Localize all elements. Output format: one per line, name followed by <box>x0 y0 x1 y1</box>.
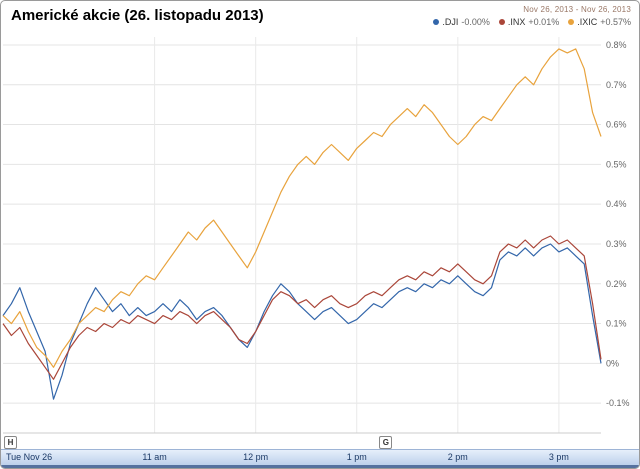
window-bottom-edge <box>1 465 639 468</box>
series-line-dji <box>2 243 602 400</box>
chart-meta: Nov 26, 2013 - Nov 26, 2013 .DJI -0.00% .I… <box>433 5 631 27</box>
legend-dot-icon <box>433 19 440 25</box>
intraday-chart[interactable]: -0.1% 0% 0.1% 0.2% 0.3% 0.4% 0.5% 0.6% 0.7% 0.8% <box>1 1 640 445</box>
timeline-bar[interactable]: Tue Nov 26 11 am 12 pm 1 pm 2 pm 3 pm <box>1 449 639 465</box>
legend-change: -0.00% <box>461 17 490 27</box>
event-flag-h[interactable]: H <box>4 436 17 449</box>
legend-symbol: .INX <box>507 17 526 27</box>
y-axis-label: 0.7% <box>606 80 627 90</box>
legend-dot-icon <box>498 19 505 25</box>
x-axis-label-1pm: 1 pm <box>346 452 367 462</box>
page-title: Americké akcie (26. listopadu 2013) <box>11 7 264 24</box>
legend-change: +0.57% <box>600 17 631 27</box>
x-axis-label-11am: 11 am <box>142 452 167 462</box>
y-axis-label: 0.2% <box>606 279 627 289</box>
legend-symbol: .DJI <box>442 17 459 27</box>
legend: .DJI -0.00% .INX +0.01% .IXIC +0.57% <box>433 17 631 27</box>
y-axis-label: 0.3% <box>606 239 627 249</box>
series-line-ixic <box>2 48 602 368</box>
event-flag-g[interactable]: G <box>379 436 393 449</box>
x-axis-label-12pm: 12 pm <box>243 452 269 462</box>
x-axis-label-2pm: 2 pm <box>447 452 468 462</box>
y-axis-label: 0% <box>606 358 619 368</box>
legend-dot-icon <box>568 19 575 25</box>
legend-item-dji[interactable]: .DJI -0.00% <box>433 17 490 27</box>
y-axis-label: -0.1% <box>606 398 630 408</box>
y-axis-label: 0.4% <box>606 199 627 209</box>
series-line-inx <box>2 235 602 380</box>
date-range-label: Nov 26, 2013 - Nov 26, 2013 <box>523 5 631 14</box>
y-axis-label: 0.1% <box>606 319 627 329</box>
x-axis-label-3pm: 3 pm <box>548 452 569 462</box>
timeline-day-label: Tue Nov 26 <box>6 452 53 462</box>
y-axis-label: 0.6% <box>606 120 627 130</box>
legend-symbol: .IXIC <box>577 17 598 27</box>
y-axis-label: 0.5% <box>606 159 627 169</box>
y-axis-label: 0.8% <box>606 40 627 50</box>
legend-item-inx[interactable]: .INX +0.01% <box>498 17 560 27</box>
legend-change: +0.01% <box>528 17 560 27</box>
legend-item-ixic[interactable]: .IXIC +0.57% <box>568 17 631 27</box>
